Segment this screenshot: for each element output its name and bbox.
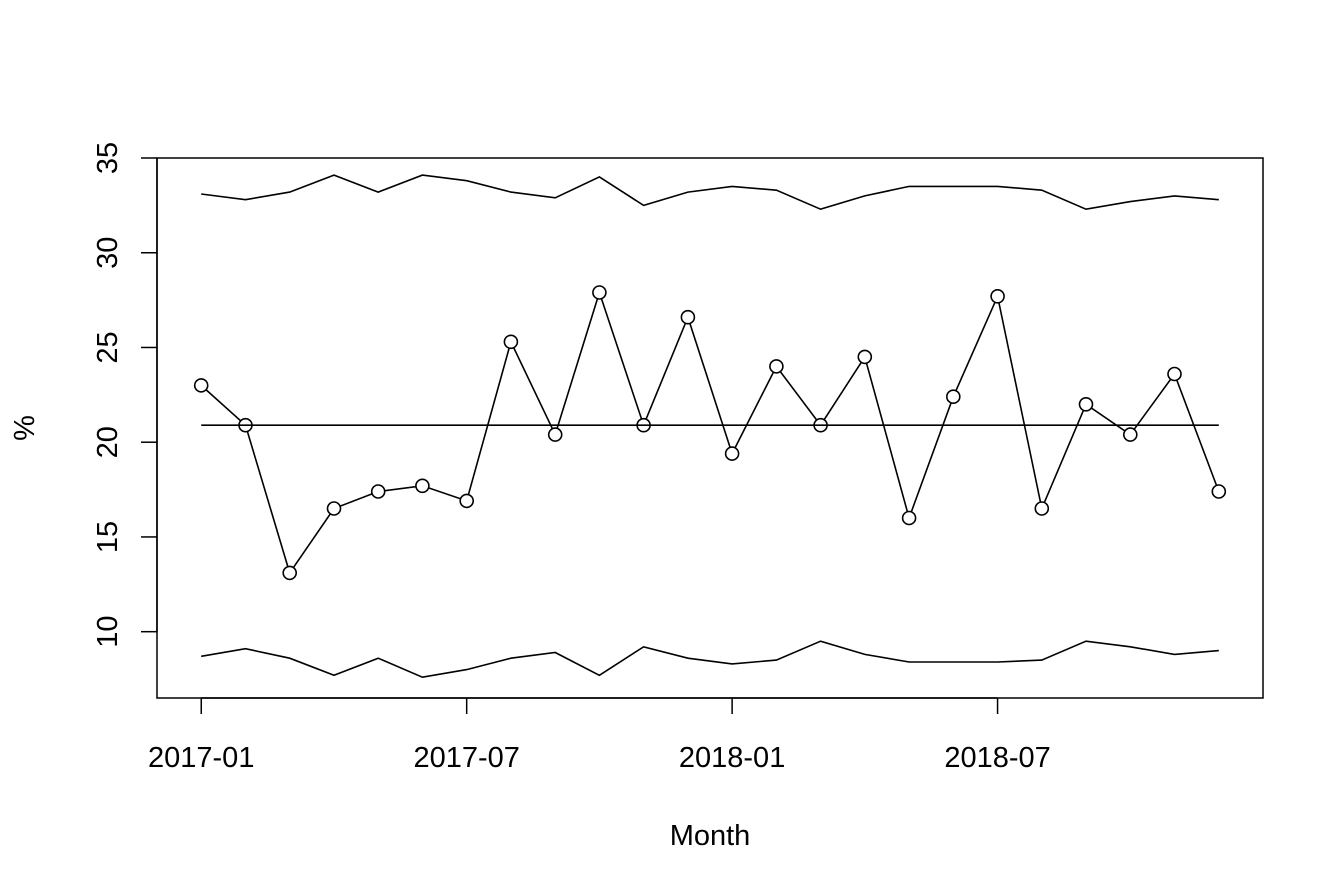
data-point	[769, 359, 784, 374]
series-line-0	[200, 289, 1220, 575]
y-tick-label: 25	[92, 331, 124, 363]
y-tick-label: 20	[92, 426, 124, 458]
y-axis: 10 15 20 25 30 35	[92, 142, 158, 648]
y-tick-label: 35	[92, 142, 124, 174]
plot-box	[156, 157, 1264, 699]
y-tick-label: 15	[92, 521, 124, 553]
data-point	[415, 478, 430, 494]
data-point	[1123, 427, 1138, 442]
data-point	[724, 446, 740, 461]
y-tick-label: 10	[92, 616, 124, 648]
data-point	[901, 510, 917, 526]
series-line-3	[201, 640, 1219, 679]
data-point	[1167, 366, 1182, 382]
y-tick-label: 30	[92, 237, 124, 269]
data-point	[945, 389, 961, 405]
x-tick-label: 2018-01	[679, 742, 785, 774]
data-point	[193, 378, 209, 393]
data-point	[1034, 501, 1050, 516]
series-layer	[193, 174, 1227, 679]
data-point	[990, 288, 1005, 304]
data-point	[326, 501, 342, 516]
x-tick-label: 2018-07	[944, 742, 1050, 774]
data-point	[459, 493, 475, 509]
x-axis: 2017-01 2017-07 2018-01 2018-07	[148, 697, 1051, 774]
x-axis-label: Month	[670, 820, 751, 852]
data-point	[282, 565, 298, 581]
data-point	[1078, 396, 1094, 412]
data-point	[1211, 484, 1227, 499]
data-point	[857, 349, 873, 365]
data-point	[547, 427, 563, 442]
data-point	[592, 285, 607, 300]
x-tick-label: 2017-01	[148, 742, 254, 774]
x-tick-label: 2017-07	[413, 742, 519, 774]
series-line-2	[201, 174, 1219, 211]
y-axis-label: %	[9, 415, 41, 441]
data-point	[503, 334, 519, 350]
data-point	[370, 484, 386, 499]
data-point	[680, 309, 696, 325]
